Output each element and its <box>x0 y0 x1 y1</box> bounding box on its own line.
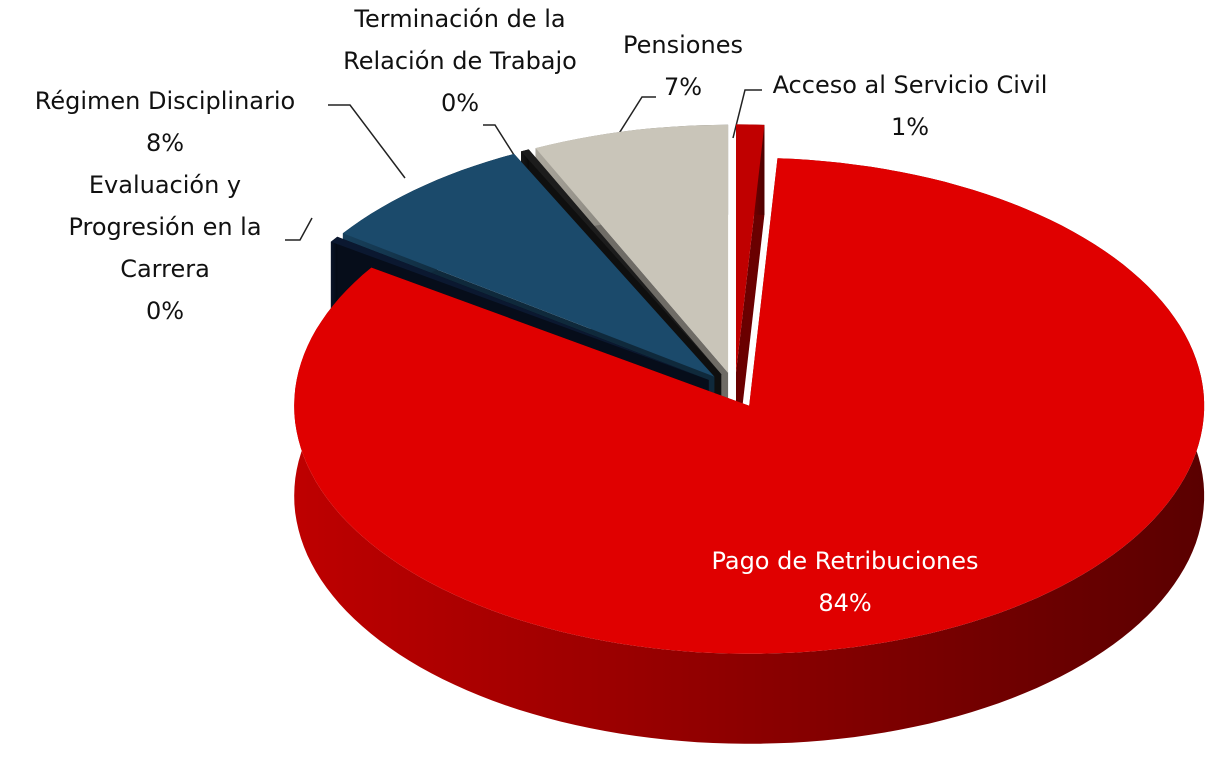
pie-slice <box>736 124 765 463</box>
leader-line <box>328 104 406 179</box>
category-label: Pago de Retribuciones <box>711 547 979 575</box>
leader-lines <box>285 89 762 241</box>
data-label: Acceso al Servicio Civil 1% <box>770 64 1050 148</box>
slice-top <box>342 153 715 377</box>
slice-top <box>736 124 765 373</box>
category-label: Régimen Disciplinario <box>34 87 296 115</box>
leader-line <box>732 89 762 139</box>
value-label: 1% <box>890 113 930 141</box>
slice-top <box>330 236 709 380</box>
value-label: 8% <box>145 129 185 157</box>
value-label: 84% <box>818 589 872 617</box>
category-label: Terminación de la Relación de Trabajo <box>343 5 577 75</box>
category-label: Pensiones <box>623 31 743 59</box>
slice-top <box>294 158 1205 654</box>
slice-top <box>535 124 729 373</box>
category-label: Acceso al Servicio Civil <box>772 71 1048 99</box>
value-label: 0% <box>440 89 480 117</box>
value-label: 7% <box>663 73 703 101</box>
data-label: Evaluación y Progresión en la Carrera 0% <box>40 164 290 332</box>
data-label: Pensiones 7% <box>583 24 783 108</box>
value-label: 0% <box>145 297 185 325</box>
slice-top <box>521 149 722 375</box>
leader-line <box>617 96 656 136</box>
category-label: Evaluación y Progresión en la Carrera <box>68 171 262 283</box>
data-label: Terminación de la Relación de Trabajo 0% <box>300 0 620 124</box>
leader-line <box>483 124 515 156</box>
data-label: Régimen Disciplinario 8% <box>0 80 330 164</box>
leader-line <box>285 217 313 241</box>
data-label: Pago de Retribuciones 84% <box>645 540 1045 624</box>
pie-slice <box>294 158 1205 744</box>
